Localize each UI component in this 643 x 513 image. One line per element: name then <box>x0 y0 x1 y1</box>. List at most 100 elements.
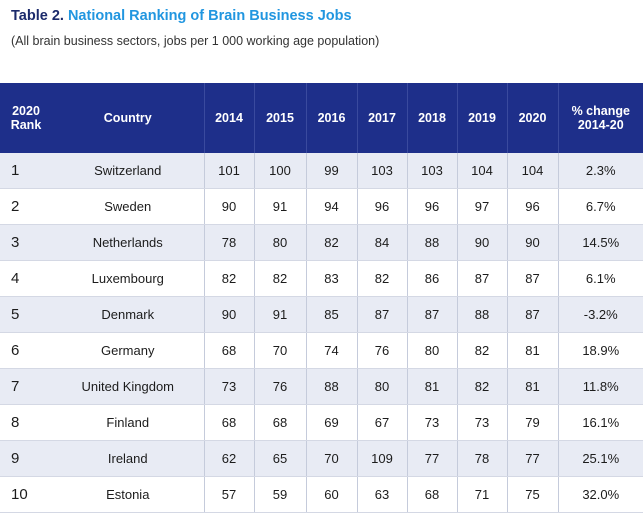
header-2015: 2015 <box>253 83 306 153</box>
value-2014-cell: 78 <box>203 224 254 261</box>
value-2015-cell: 91 <box>253 188 306 225</box>
header-2016: 2016 <box>305 83 357 153</box>
country-cell: Netherlands <box>52 224 204 261</box>
value-2016-cell: 88 <box>305 368 357 405</box>
change-cell: -3.2% <box>557 296 643 333</box>
value-2014-cell: 101 <box>203 153 254 189</box>
rank-cell: 4 <box>0 260 52 297</box>
country-cell: Estonia <box>52 476 204 513</box>
header-change: % change 2014-20 <box>557 83 643 153</box>
value-2016-cell: 99 <box>305 153 357 189</box>
header-change-line1: % change <box>571 104 630 118</box>
rank-cell: 8 <box>0 404 52 441</box>
rank-cell: 2 <box>0 188 52 225</box>
change-cell: 32.0% <box>557 476 643 513</box>
header-2020: 2020 <box>506 83 558 153</box>
value-2014-cell: 90 <box>203 188 254 225</box>
value-2015-cell: 80 <box>253 224 306 261</box>
value-2017-cell: 63 <box>356 476 407 513</box>
value-2020-cell: 96 <box>506 188 558 225</box>
change-cell: 6.1% <box>557 260 643 297</box>
value-2014-cell: 73 <box>203 368 254 405</box>
value-2016-cell: 69 <box>305 404 357 441</box>
value-2017-cell: 96 <box>356 188 407 225</box>
header-2018: 2018 <box>406 83 457 153</box>
value-2020-cell: 81 <box>506 332 558 369</box>
value-2020-cell: 104 <box>506 153 558 189</box>
ranking-table: 2020 Rank Country 2014 2015 2016 2017 20… <box>0 83 643 513</box>
rank-cell: 7 <box>0 368 52 405</box>
value-2017-cell: 76 <box>356 332 407 369</box>
value-2018-cell: 86 <box>406 260 457 297</box>
change-cell: 18.9% <box>557 332 643 369</box>
value-2018-cell: 80 <box>406 332 457 369</box>
value-2015-cell: 82 <box>253 260 306 297</box>
value-2014-cell: 57 <box>203 476 254 513</box>
table-row: 3 Netherlands 78 80 82 84 88 90 90 14.5% <box>0 224 643 261</box>
table-number: Table 2. <box>11 8 64 24</box>
value-2015-cell: 68 <box>253 404 306 441</box>
value-2018-cell: 87 <box>406 296 457 333</box>
country-cell: United Kingdom <box>52 368 204 405</box>
value-2020-cell: 81 <box>506 368 558 405</box>
value-2017-cell: 87 <box>356 296 407 333</box>
change-cell: 11.8% <box>557 368 643 405</box>
value-2016-cell: 74 <box>305 332 357 369</box>
value-2015-cell: 100 <box>253 153 306 189</box>
rank-cell: 6 <box>0 332 52 369</box>
value-2017-cell: 103 <box>356 153 407 189</box>
header-rank-line1: 2020 <box>12 104 40 118</box>
country-cell: Finland <box>52 404 204 441</box>
table-row: 6 Germany 68 70 74 76 80 82 81 18.9% <box>0 332 643 369</box>
value-2014-cell: 90 <box>203 296 254 333</box>
value-2014-cell: 68 <box>203 332 254 369</box>
header-rank: 2020 Rank <box>0 83 52 153</box>
value-2016-cell: 60 <box>305 476 357 513</box>
value-2019-cell: 97 <box>456 188 507 225</box>
value-2017-cell: 82 <box>356 260 407 297</box>
change-cell: 2.3% <box>557 153 643 189</box>
value-2020-cell: 87 <box>506 296 558 333</box>
country-cell: Germany <box>52 332 204 369</box>
table-row: 8 Finland 68 68 69 67 73 73 79 16.1% <box>0 404 643 441</box>
header-row: 2020 Rank Country 2014 2015 2016 2017 20… <box>0 83 643 153</box>
value-2019-cell: 78 <box>456 440 507 477</box>
value-2016-cell: 85 <box>305 296 357 333</box>
value-2019-cell: 87 <box>456 260 507 297</box>
rank-cell: 10 <box>0 476 52 513</box>
value-2020-cell: 87 <box>506 260 558 297</box>
value-2016-cell: 82 <box>305 224 357 261</box>
change-cell: 16.1% <box>557 404 643 441</box>
table-row: 10 Estonia 57 59 60 63 68 71 75 32.0% <box>0 476 643 513</box>
value-2019-cell: 82 <box>456 332 507 369</box>
country-cell: Switzerland <box>52 153 204 189</box>
country-cell: Sweden <box>52 188 204 225</box>
header-2019: 2019 <box>456 83 507 153</box>
value-2018-cell: 103 <box>406 153 457 189</box>
value-2014-cell: 62 <box>203 440 254 477</box>
value-2018-cell: 68 <box>406 476 457 513</box>
table-row: 2 Sweden 90 91 94 96 96 97 96 6.7% <box>0 188 643 225</box>
country-cell: Ireland <box>52 440 204 477</box>
value-2015-cell: 76 <box>253 368 306 405</box>
table-row: 7 United Kingdom 73 76 88 80 81 82 81 11… <box>0 368 643 405</box>
value-2019-cell: 82 <box>456 368 507 405</box>
rank-cell: 3 <box>0 224 52 261</box>
value-2020-cell: 79 <box>506 404 558 441</box>
header-2014: 2014 <box>203 83 254 153</box>
header-country: Country <box>52 83 204 153</box>
rank-cell: 1 <box>0 153 52 189</box>
value-2020-cell: 90 <box>506 224 558 261</box>
rank-cell: 5 <box>0 296 52 333</box>
value-2019-cell: 104 <box>456 153 507 189</box>
value-2014-cell: 82 <box>203 260 254 297</box>
value-2016-cell: 70 <box>305 440 357 477</box>
value-2017-cell: 109 <box>356 440 407 477</box>
value-2018-cell: 81 <box>406 368 457 405</box>
value-2019-cell: 71 <box>456 476 507 513</box>
table-subtitle: (All brain business sectors, jobs per 1 … <box>11 34 380 48</box>
value-2015-cell: 65 <box>253 440 306 477</box>
value-2018-cell: 96 <box>406 188 457 225</box>
table-row: 5 Denmark 90 91 85 87 87 88 87 -3.2% <box>0 296 643 333</box>
value-2018-cell: 73 <box>406 404 457 441</box>
